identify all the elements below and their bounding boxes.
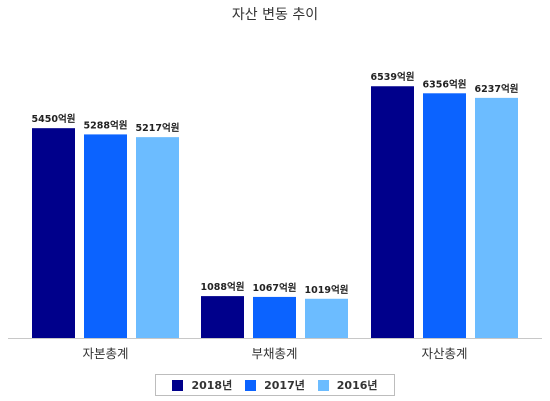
data-label-liabilities-2017: 1067억원: [253, 282, 297, 294]
bar-equity-2017[interactable]: [84, 134, 127, 338]
bar-equity-2016[interactable]: [136, 137, 179, 338]
legend-swatch-2017: [245, 379, 257, 391]
data-label-assets-2018: 6539억원: [371, 71, 415, 83]
data-label-liabilities-2016: 1019억원: [305, 284, 349, 296]
bar-liabilities-2016[interactable]: [305, 298, 348, 338]
bar-equity-2018[interactable]: [32, 128, 75, 338]
bar-assets-2016[interactable]: [475, 97, 518, 338]
bar-liabilities-2017[interactable]: [253, 296, 296, 338]
data-label-assets-2016: 6237억원: [475, 83, 519, 95]
legend-label-2016: 2016년: [336, 379, 378, 392]
x-ticks-layer: 자본총계 부채총계 자산총계: [82, 346, 467, 361]
labels-layer: 5450억원 5288억원 5217억원 1088억원 1067억원 1019억원 6539…: [32, 71, 519, 296]
data-label-equity-2018: 5450억원: [32, 113, 76, 125]
legend-item-2017[interactable]: 2017년: [245, 377, 305, 393]
x-tick-label-assets: 자산총계: [421, 346, 467, 361]
legend-swatch-2016: [317, 379, 329, 391]
bar-assets-2017[interactable]: [423, 93, 466, 338]
bar-assets-2018[interactable]: [371, 86, 414, 338]
chart-title: 자산 변동 추이: [231, 7, 319, 23]
data-label-liabilities-2018: 1088억원: [201, 281, 245, 293]
legend-item-2016[interactable]: 2016년: [317, 377, 378, 393]
x-tick-label-liabilities: 부채총계: [251, 346, 297, 361]
x-tick-label-equity: 자본총계: [82, 346, 128, 361]
legend: 2018년 2017년 2016년: [155, 374, 395, 396]
bars-layer: [32, 86, 518, 338]
legend-item-2018[interactable]: 2018년: [172, 377, 232, 393]
legend-swatch-2018: [172, 379, 184, 391]
legend-label-2018: 2018년: [191, 379, 233, 392]
data-label-assets-2017: 6356억원: [423, 78, 467, 90]
legend-label-2017: 2017년: [264, 379, 305, 392]
bar-liabilities-2018[interactable]: [201, 296, 244, 338]
data-label-equity-2016: 5217억원: [136, 122, 180, 134]
data-label-equity-2017: 5288억원: [84, 119, 128, 131]
